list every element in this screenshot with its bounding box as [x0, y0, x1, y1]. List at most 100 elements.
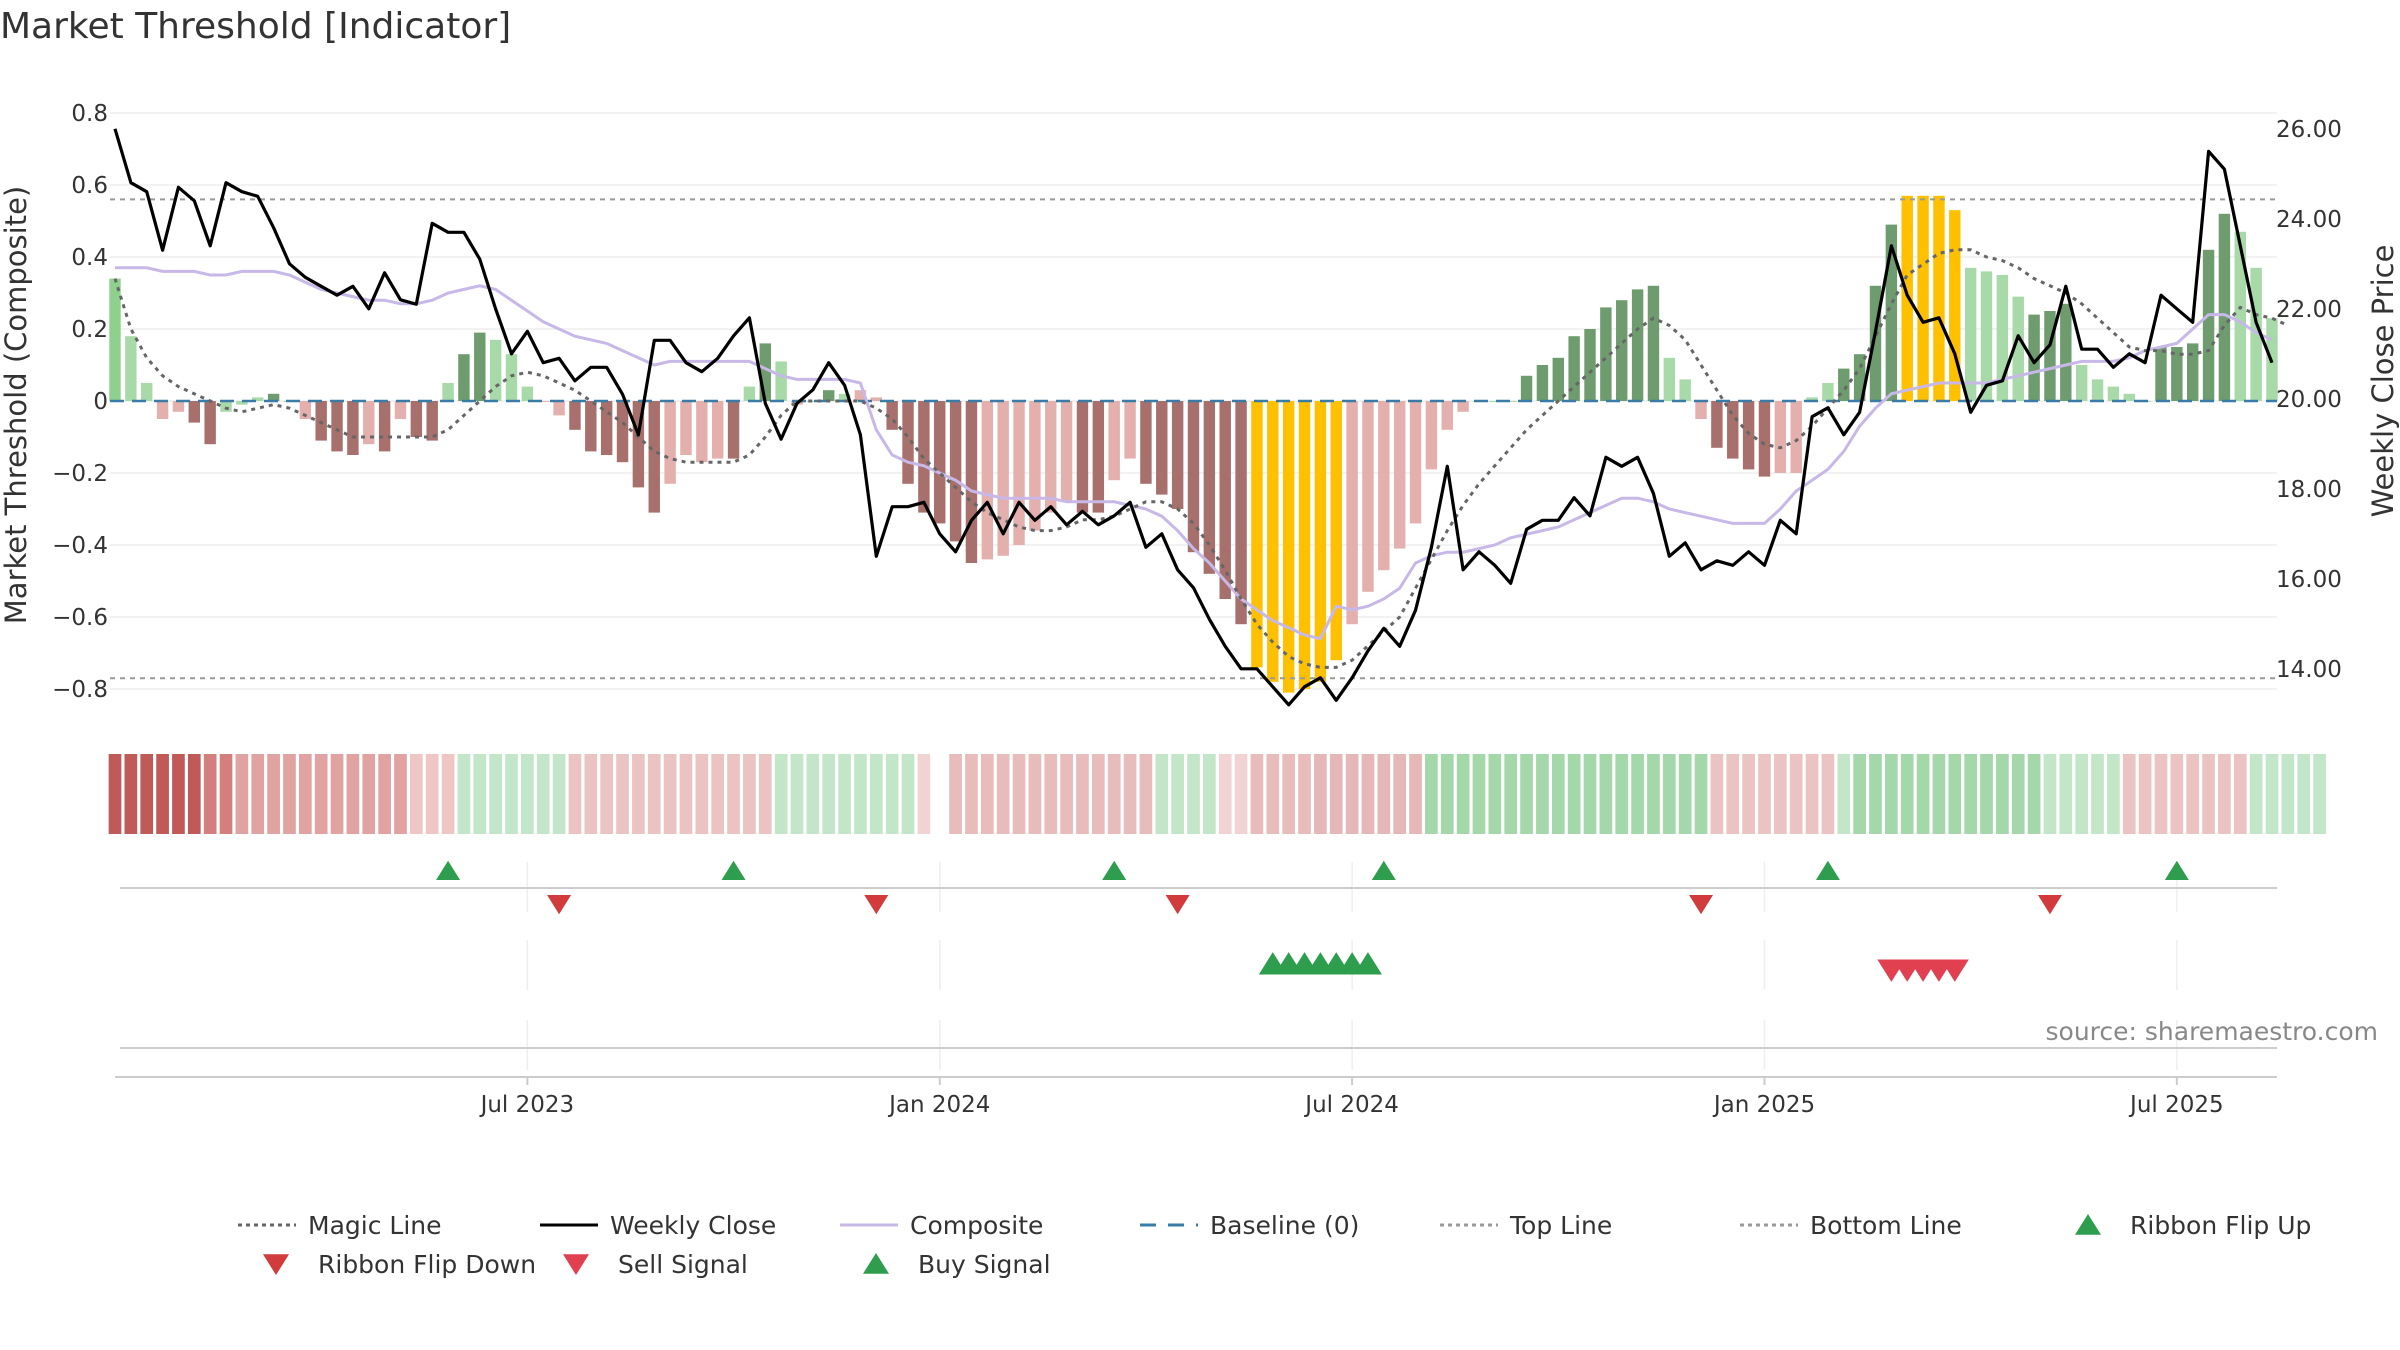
ribbon-cell: [1171, 754, 1184, 834]
composite-bar: [156, 401, 169, 419]
ribbon-cell: [1631, 754, 1644, 834]
chart-title: Market Threshold [Indicator]: [0, 6, 511, 47]
ribbon-cell: [1773, 754, 1787, 834]
ribbon-cell: [1821, 754, 1835, 834]
ribbon-cell: [600, 754, 614, 834]
ribbon-cell: [1218, 754, 1232, 834]
composite-bar: [2234, 231, 2246, 401]
composite-bar: [2202, 249, 2215, 401]
legend-swatch-flipdown: [263, 1254, 289, 1276]
ribbon-cell: [1298, 754, 1311, 834]
ribbon-cell: [2122, 754, 2136, 834]
composite-bar: [1156, 401, 1168, 495]
composite-bar: [949, 401, 962, 542]
legend-label-composite: Composite: [910, 1211, 1043, 1240]
ribbon-cell: [774, 754, 788, 834]
y2-tick-label: 20.00: [2276, 387, 2342, 413]
ribbon-cell: [1377, 754, 1391, 834]
ribbon-cell: [1647, 754, 1660, 834]
composite-bar: [1663, 357, 1676, 401]
ribbon-cell: [1964, 754, 1977, 834]
ribbon-cell: [2075, 754, 2089, 834]
ribbon-cell: [2218, 754, 2231, 834]
composite-bar: [2075, 365, 2088, 401]
composite-bar: [1822, 383, 1834, 401]
y2-tick-label: 16.00: [2276, 567, 2342, 593]
composite-bar: [1314, 401, 1327, 682]
ribbon-cell: [1409, 754, 1422, 834]
composite-bar: [569, 401, 581, 430]
source-note: source: sharemaestro.com: [2046, 1017, 2379, 1046]
ribbon-cell: [2202, 754, 2215, 834]
ribbon-cell: [854, 754, 867, 834]
composite-bar: [1425, 401, 1438, 470]
ribbon-cell: [1028, 754, 1042, 834]
composite-bar: [2171, 347, 2183, 401]
ribbon-cell: [1155, 754, 1169, 834]
ribbon-cell: [2313, 754, 2326, 834]
left-axis: 0.8 0.6 0.4 0.2 0 −0.2 −0.4 −0.6 −0.8: [52, 101, 108, 703]
ribbon-cell: [647, 754, 661, 834]
composite-bar: [1711, 401, 1723, 448]
composite-bar: [1853, 354, 1866, 401]
ribbon-cell: [1091, 754, 1105, 834]
ribbon-cell: [663, 754, 677, 834]
composite-bar: [1409, 401, 1422, 524]
ribbon-cell: [1282, 754, 1296, 834]
composite-bar: [1774, 401, 1787, 473]
ribbon-flip-up-marker: [721, 860, 746, 880]
composite-bar: [2250, 267, 2262, 401]
composite-bar: [1504, 401, 1517, 402]
ribbon-cell: [1520, 754, 1533, 834]
composite-bar: [823, 390, 835, 401]
ribbon-cell: [1837, 754, 1851, 834]
ribbon-cell: [1583, 754, 1597, 834]
composite-bar: [125, 336, 137, 401]
composite-bar: [1092, 401, 1105, 513]
ribbon-cell: [758, 754, 772, 834]
composite-bar: [1838, 368, 1850, 401]
ribbon-cell: [568, 754, 582, 834]
composite-bar: [1187, 401, 1200, 553]
composite-bar: [1600, 307, 1612, 401]
ribbon-cell: [1996, 754, 2009, 834]
ribbon-cell: [425, 754, 439, 834]
x-axis: Jul 2023 Jan 2024 Jul 2024 Jan 2025 Jul 2025: [115, 1076, 2277, 1118]
ribbon-cell: [695, 754, 709, 834]
composite-bar: [600, 401, 613, 455]
composite-bar: [1568, 336, 1580, 401]
legend-label-close: Weekly Close: [610, 1211, 776, 1240]
ribbon-cell: [108, 754, 122, 834]
ribbon-cell: [1139, 754, 1153, 834]
ribbon-cell: [457, 754, 471, 834]
composite-bar: [1393, 401, 1406, 549]
composite-bar: [2028, 314, 2040, 401]
ribbon-flip-up-marker: [2164, 860, 2189, 880]
composite-bar: [1235, 401, 1247, 625]
composite-bar: [220, 401, 232, 412]
composite-bar: [1536, 365, 1549, 401]
ribbon-cell: [901, 754, 915, 834]
composite-bar: [1171, 401, 1184, 509]
ribbon-cell: [1853, 754, 1866, 834]
ribbon-cell: [1361, 754, 1375, 834]
composite-bar: [902, 401, 914, 484]
ribbon-cell: [1551, 754, 1565, 834]
y-tick-label: 0.2: [71, 317, 108, 343]
composite-bar: [378, 401, 391, 452]
ribbon-cell: [1758, 754, 1771, 834]
composite-bar: [267, 393, 280, 401]
ribbon-cell: [1869, 754, 1882, 834]
composite-bar: [426, 401, 438, 441]
ribbon-cell: [235, 754, 249, 834]
composite-bar: [474, 332, 486, 401]
ribbon-cell: [1345, 754, 1359, 834]
ribbon-flip-up-marker: [436, 860, 461, 880]
composite-bar: [1140, 401, 1152, 484]
y-tick-label: 0.8: [71, 101, 108, 127]
ribbon-cell: [2154, 754, 2168, 834]
ribbon-cell: [1932, 754, 1946, 834]
composite-bar: [2186, 343, 2199, 401]
composite-bar: [347, 401, 359, 455]
legend-label-flipdown: Ribbon Flip Down: [318, 1250, 536, 1279]
